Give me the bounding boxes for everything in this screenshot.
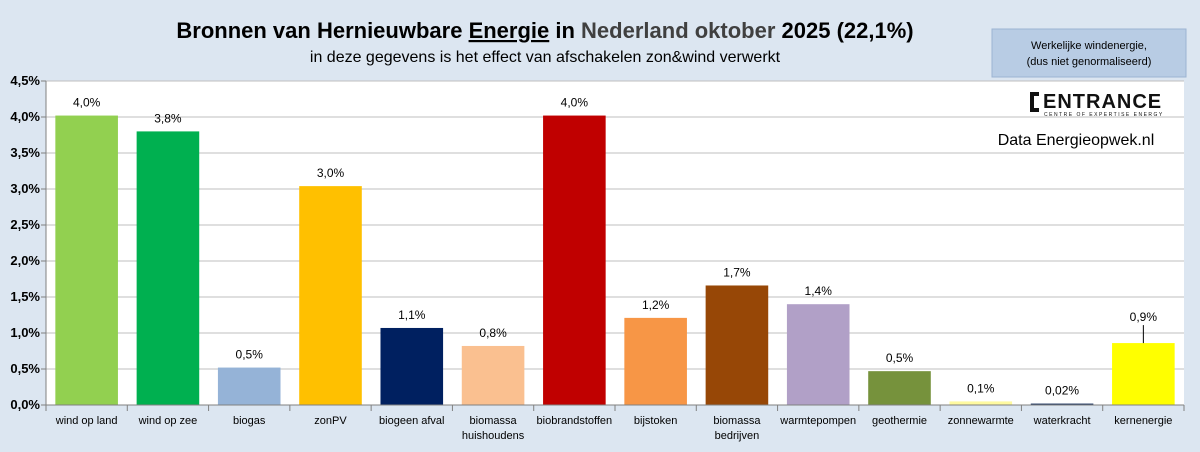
annotation-box-bg [991, 28, 1187, 78]
data-label: 3,8% [154, 111, 182, 125]
annotation-box: Werkelijke windenergie, (dus niet genorm… [991, 28, 1187, 78]
x-tick-label-line: biogas [233, 415, 266, 427]
bar [380, 327, 444, 405]
title-part: in [549, 18, 581, 43]
x-tick-label: kernenergie [1114, 415, 1172, 427]
x-tick-label: biomassa huishoudens [462, 415, 525, 442]
bars [55, 115, 1175, 405]
y-axis: 0,0% 0,5% 1,0% 1,5% 2,0% 2,5% 3,0% 3,5% 4,0% 4,5% [10, 73, 47, 412]
bar [705, 285, 769, 405]
y-tick-label: 1,0% [10, 325, 40, 340]
x-tick-label-line: waterkracht [1033, 415, 1091, 427]
x-tick-label: zonPV [314, 415, 347, 427]
x-tick-label: wind op zee [138, 415, 198, 427]
x-axis: wind op land wind op zee biogas zonPV biogee… [45, 404, 1185, 442]
bar [624, 317, 687, 405]
x-tick-label-line: wind op zee [138, 415, 198, 427]
title-part: Energie [469, 18, 550, 43]
entrance-logo-text: ENTRANCE [1043, 91, 1162, 113]
entrance-logo-subtext: CENTRE OF EXPERTISE ENERGY [1044, 112, 1164, 118]
bar [299, 186, 362, 405]
x-tick-label: biobrandstoffen [537, 415, 613, 427]
x-tick-label: biogeen afval [379, 415, 444, 427]
chart-title: Bronnen van Hernieuwbare Energie in Nede… [176, 18, 913, 43]
entrance-logo-mark [1030, 92, 1039, 112]
chart-subtitle: in deze gegevens is het effect van afsch… [310, 49, 781, 66]
bar [217, 367, 281, 405]
data-label: 4,0% [561, 96, 589, 110]
x-tick-label: geothermie [872, 415, 927, 427]
plot-area [46, 81, 1184, 405]
y-tick-label: 3,5% [10, 145, 40, 160]
data-label: 0,8% [479, 326, 507, 340]
title-part: Nederland oktober [581, 18, 776, 43]
data-label: 3,0% [317, 166, 345, 180]
x-tick-label-line: biomassa [713, 415, 761, 427]
y-tick-label: 4,5% [10, 73, 40, 88]
bar [55, 115, 118, 405]
y-tick-label: 4,0% [10, 109, 40, 124]
bar [543, 115, 606, 405]
bar [1112, 343, 1175, 405]
x-tick-label: zonnewarmte [948, 415, 1014, 427]
data-source: Data Energieopwek.nl [998, 132, 1155, 149]
data-label: 1,2% [642, 298, 670, 312]
y-tick-label: 0,5% [10, 361, 40, 376]
x-tick-label: biomassa bedrijven [713, 415, 761, 442]
bar [136, 131, 200, 405]
bar [1030, 403, 1094, 405]
entrance-logo: ENTRANCE CENTRE OF EXPERTISE ENERGY [1030, 91, 1164, 118]
x-tick-label: wind op land [55, 415, 118, 427]
data-label: 1,1% [398, 308, 426, 322]
annotation-line-2: (dus niet genormaliseerd) [1027, 56, 1152, 68]
x-tick-label-line: geothermie [872, 415, 927, 427]
x-tick-label-line: zonPV [314, 415, 347, 427]
x-tick-label-line: huishoudens [462, 430, 525, 442]
data-label: 0,02% [1045, 384, 1079, 398]
x-tick-label-line: kernenergie [1114, 415, 1172, 427]
data-label: 0,1% [967, 381, 995, 395]
bar [868, 371, 931, 405]
x-tick-label-line: bedrijven [715, 430, 760, 442]
y-tick-label: 2,5% [10, 217, 40, 232]
data-labels: 4,0% 3,8% 0,5% 3,0% 1,1% 0,8% 4,0% 1,2% 1,7% 1,4%… [73, 96, 1157, 398]
bar [786, 304, 850, 405]
data-label: 4,0% [73, 96, 101, 110]
x-tick-label: warmtepompen [779, 415, 856, 427]
data-label: 0,9% [1130, 310, 1158, 324]
y-tick-label: 1,5% [10, 289, 40, 304]
bar [949, 401, 1013, 405]
title-part: Bronnen van Hernieuwbare [176, 18, 468, 43]
x-tick-label-line: bijstoken [634, 415, 677, 427]
y-tick-label: 0,0% [10, 397, 40, 412]
x-tick-label-line: biobrandstoffen [537, 415, 613, 427]
y-tick-label: 2,0% [10, 253, 40, 268]
bar [461, 345, 525, 405]
annotation-line-1: Werkelijke windenergie, [1031, 40, 1147, 52]
data-label: 0,5% [886, 351, 914, 365]
x-tick-label-line: zonnewarmte [948, 415, 1014, 427]
data-label: 0,5% [236, 348, 264, 362]
x-tick-label: bijstoken [634, 415, 677, 427]
x-tick-label: biogas [233, 415, 266, 427]
data-label: 1,7% [723, 265, 751, 279]
x-tick-label-line: biogeen afval [379, 415, 444, 427]
title-part: 2025 (22,1%) [775, 18, 913, 43]
data-label: 1,4% [805, 284, 833, 298]
x-tick-label-line: biomassa [470, 415, 518, 427]
y-tick-label: 3,0% [10, 181, 40, 196]
x-tick-label-line: wind op land [55, 415, 118, 427]
x-tick-label-line: warmtepompen [779, 415, 856, 427]
x-tick-label: waterkracht [1033, 415, 1091, 427]
